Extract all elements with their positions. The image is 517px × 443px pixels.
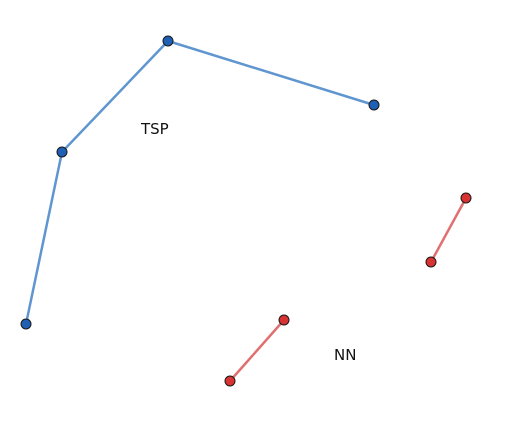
tsp-node	[56, 146, 68, 158]
tsp-node	[162, 35, 174, 47]
nn-node	[224, 375, 236, 387]
nn-node	[425, 256, 437, 268]
nn-segment-bottom	[228, 318, 286, 383]
nn-node	[278, 314, 290, 326]
tsp-node	[20, 318, 32, 330]
tsp-label: TSP	[140, 120, 169, 138]
tsp-node	[368, 99, 380, 111]
nn-label: NN	[334, 346, 356, 364]
nn-node	[460, 192, 472, 204]
nn-segment-right	[429, 196, 468, 264]
tsp-path	[24, 39, 376, 326]
